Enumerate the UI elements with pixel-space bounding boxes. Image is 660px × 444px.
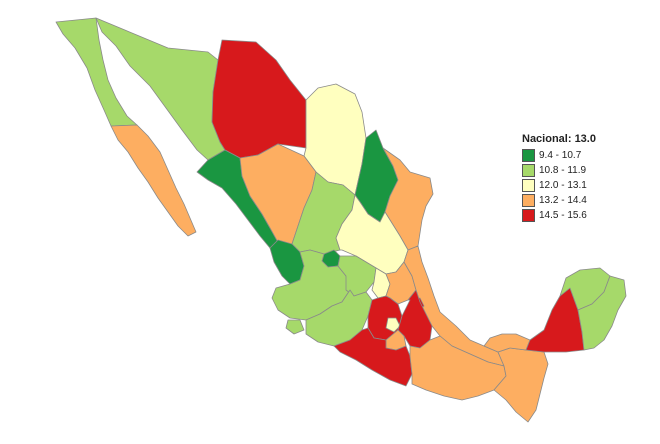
state-sonora — [95, 17, 226, 161]
legend-item: 10.8 - 11.9 — [522, 163, 646, 178]
legend-item: 13.2 - 14.4 — [522, 193, 646, 208]
legend-swatch — [522, 194, 535, 207]
state-quintana-roo — [577, 275, 627, 351]
legend-item: 14.5 - 15.6 — [522, 208, 646, 223]
legend-label: 13.2 - 14.4 — [539, 195, 587, 206]
state-ciudad-de-mexico — [385, 317, 401, 333]
legend-swatch — [522, 209, 535, 222]
state-colima — [285, 319, 305, 335]
state-tabasco — [483, 333, 531, 353]
legend-swatch — [522, 149, 535, 162]
legend-label: 14.5 - 15.6 — [539, 210, 587, 221]
legend-label: 12.0 - 13.1 — [539, 180, 587, 191]
state-guerrero — [333, 327, 413, 387]
state-chiapas — [493, 347, 549, 423]
legend-title: Nacional: 13.0 — [522, 133, 596, 145]
legend-label: 9.4 - 10.7 — [539, 150, 582, 161]
state-chihuahua — [211, 39, 307, 159]
legend-swatch — [522, 179, 535, 192]
legend-label: 10.8 - 11.9 — [539, 165, 587, 176]
legend-swatch — [522, 164, 535, 177]
legend-item: 12.0 - 13.1 — [522, 178, 646, 193]
legend-item: 9.4 - 10.7 — [522, 148, 646, 163]
state-baja-california-sur — [110, 124, 197, 237]
legend: Nacional: 13.0 9.4 - 10.7 10.8 - 11.9 12… — [522, 133, 646, 223]
